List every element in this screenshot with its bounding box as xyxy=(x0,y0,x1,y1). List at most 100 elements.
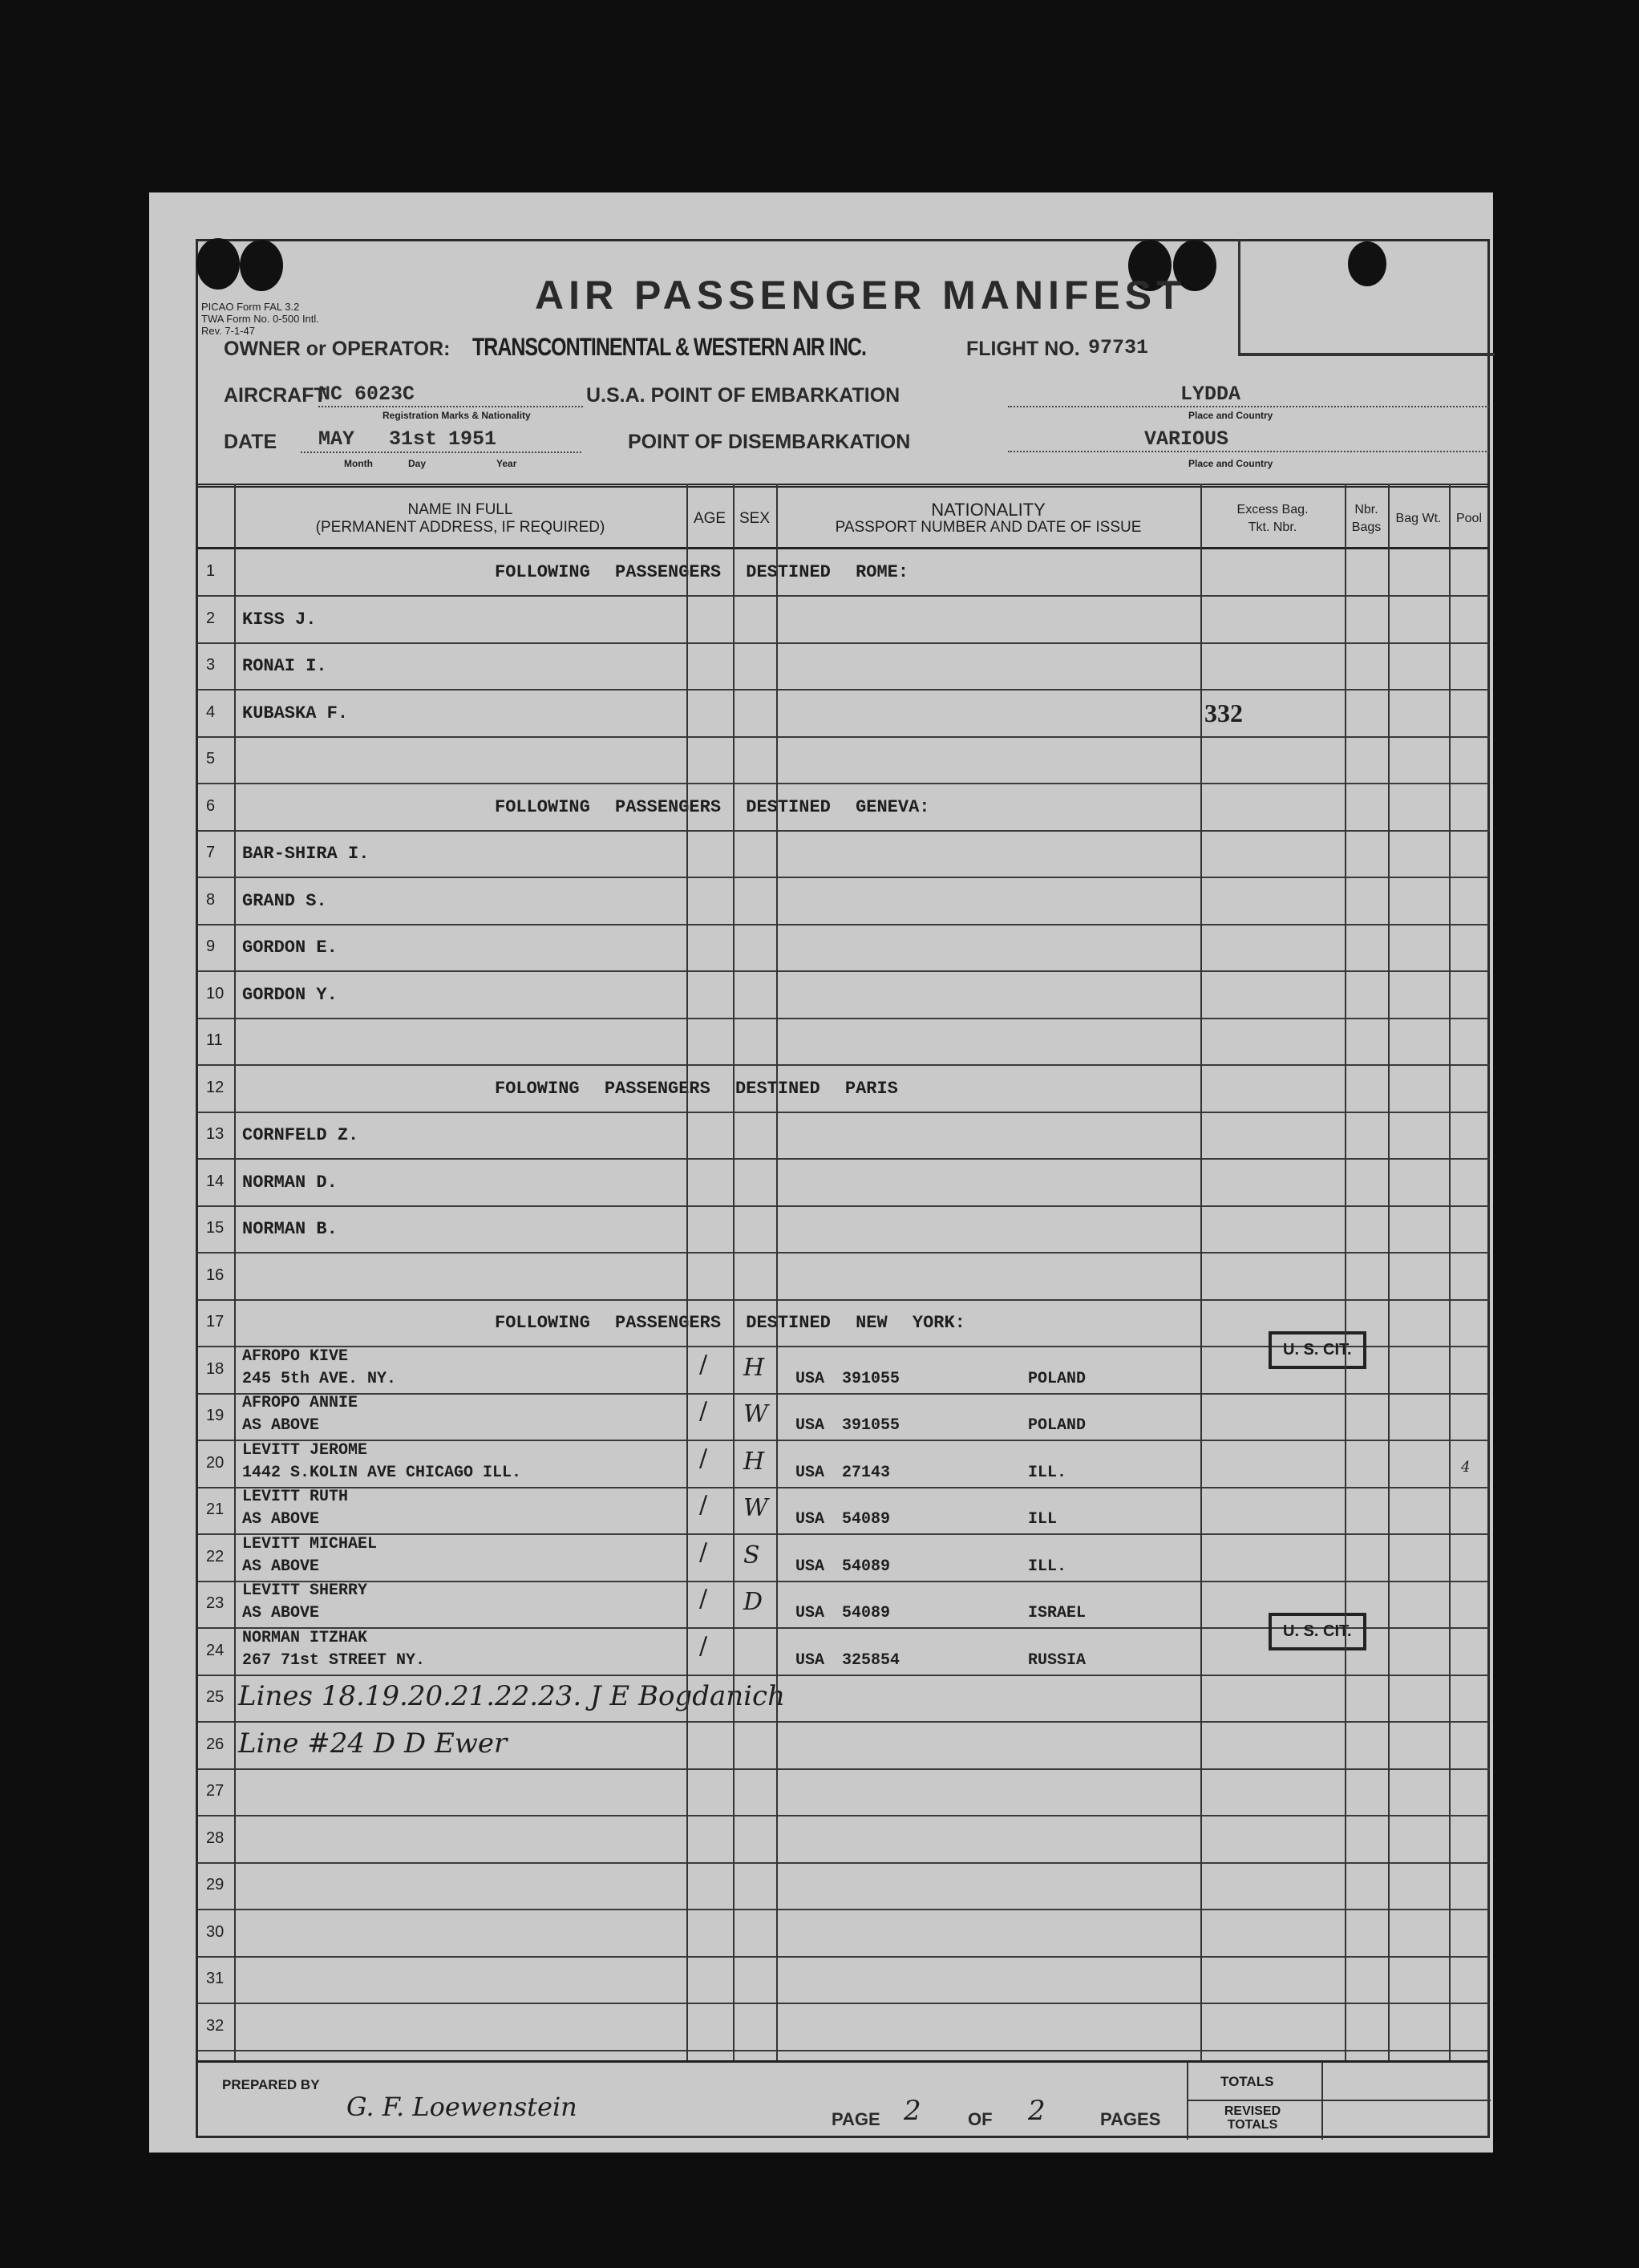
table-row: 2 KISS J. xyxy=(198,597,1489,644)
row-number: 8 xyxy=(206,890,216,909)
table-row: 6 FOLLOWING PASSENGERS DESTINED GENEVA: xyxy=(198,784,1489,832)
totals-label: TOTALS xyxy=(1220,2074,1274,2089)
passenger-address: AS ABOVE xyxy=(242,1557,320,1576)
day-label: Day xyxy=(408,458,427,469)
destination-heading: FOLLOWING PASSENGERS DESTINED ROME: xyxy=(495,562,909,582)
form-frame: AIR PASSENGER MANIFEST PICAO Form FAL 3.… xyxy=(196,238,1495,2141)
col-nationality-sublabel: PASSPORT NUMBER AND DATE OF ISSUE xyxy=(835,518,1142,536)
form-number: PICAO Form FAL 3.2 TWA Form No. 0-500 In… xyxy=(201,301,319,337)
table-row: 17 FOLLOWING PASSENGERS DESTINED NEW YORK… xyxy=(198,1300,1489,1347)
manifest-page: AIR PASSENGER MANIFEST PICAO Form FAL 3.… xyxy=(149,192,1495,2153)
table-row: 20 LEVITT JEROME 1442 S.KOLIN AVE CHICAGO … xyxy=(198,1441,1489,1488)
table-row: 28 xyxy=(198,1816,1489,1864)
passenger-name: RONAI I. xyxy=(242,656,327,676)
nationality: ILL. xyxy=(1028,1463,1067,1482)
disembarkation-label: POINT OF DISEMBARKATION xyxy=(628,431,911,453)
nationality: ISRAEL xyxy=(1028,1604,1087,1622)
embarkation-label: U.S.A. POINT OF EMBARKATION xyxy=(586,384,900,407)
destination-heading: FOLOWING PASSENGERS DESTINED PARIS xyxy=(495,1078,898,1099)
sex-mark: H xyxy=(743,1447,765,1476)
date-line xyxy=(301,452,581,453)
table-row: 27 xyxy=(198,1769,1489,1816)
prepared-by-signature: G. F. Loewenstein xyxy=(346,2092,577,2122)
sex-mark: S xyxy=(743,1541,760,1569)
prepared-by-label: PREPARED BY xyxy=(222,2077,320,2092)
form-number-line: TWA Form No. 0-500 Intl. xyxy=(201,313,319,325)
col-excess-label: Excess Bag. xyxy=(1236,502,1309,516)
date-day: 31st xyxy=(389,427,438,451)
age-mark: / xyxy=(699,1444,708,1472)
table-row: 29 xyxy=(198,1863,1489,1910)
page-number: 2 xyxy=(904,2095,921,2127)
table-row: 3 RONAI I. xyxy=(198,643,1489,691)
row-number: 30 xyxy=(206,1922,225,1941)
row-number: 27 xyxy=(206,1782,225,1800)
us-citizen-stamp: U. S. CIT. xyxy=(1269,1612,1366,1650)
row-number: 31 xyxy=(206,1970,225,1987)
table-row: 10 GORDON Y. xyxy=(198,972,1489,1019)
passport-number: USA 27143 xyxy=(795,1463,891,1482)
totals-divider xyxy=(1188,2100,1491,2101)
passenger-address: 1442 S.KOLIN AVE CHICAGO ILL. xyxy=(242,1463,522,1482)
passenger-address: AS ABOVE xyxy=(242,1510,320,1529)
date-label: DATE xyxy=(224,431,277,453)
passport-number: USA 391055 xyxy=(795,1416,900,1435)
sex-mark: D xyxy=(743,1588,763,1616)
row-number: 16 xyxy=(206,1266,225,1284)
col-name-sublabel: (PERMANENT ADDRESS, IF REQUIRED) xyxy=(315,518,605,536)
passenger-name: LEVITT RUTH xyxy=(242,1488,349,1506)
row-number: 24 xyxy=(206,1641,225,1659)
passenger-name: BAR-SHIRA I. xyxy=(242,844,370,864)
punch-hole xyxy=(1173,240,1216,291)
row-number: 25 xyxy=(206,1688,225,1706)
year-label: Year xyxy=(496,458,517,469)
column-divider xyxy=(1449,484,1451,2060)
passenger-address: 267 71st STREET NY. xyxy=(242,1650,426,1670)
row-number: 13 xyxy=(206,1125,225,1143)
month-label: Month xyxy=(344,458,373,469)
row-number: 12 xyxy=(206,1078,225,1096)
page-total: 2 xyxy=(1028,2095,1046,2127)
row-number: 1 xyxy=(206,562,216,580)
place-country-label: Place and Country xyxy=(1188,458,1273,469)
row-number: 23 xyxy=(206,1594,225,1612)
row-number: 4 xyxy=(206,703,216,721)
row-number: 32 xyxy=(206,2016,225,2035)
excess-baggage-ticket: 332 xyxy=(1204,698,1243,727)
table-row: 7 BAR-SHIRA I. xyxy=(198,831,1489,878)
table-row: 15 NORMAN B. xyxy=(198,1206,1489,1253)
row-number: 3 xyxy=(206,656,216,674)
row-number: 14 xyxy=(206,1172,225,1190)
passenger-address: 245 5th AVE. NY. xyxy=(242,1369,397,1388)
owner-label: OWNER or OPERATOR: xyxy=(224,338,451,360)
row-number: 10 xyxy=(206,984,225,1002)
handwritten-note: Line #24 D D Ewer xyxy=(238,1727,508,1760)
column-divider xyxy=(1200,484,1202,2060)
age-mark: / xyxy=(699,1397,708,1425)
passport-number: USA 391055 xyxy=(795,1369,900,1388)
sex-mark: W xyxy=(743,1400,768,1428)
age-mark: / xyxy=(699,1585,708,1613)
row-number: 2 xyxy=(206,609,216,627)
date-year: 1951 xyxy=(448,427,497,451)
column-divider xyxy=(776,484,778,2060)
table-row: 26 Line #24 D D Ewer xyxy=(198,1723,1489,1770)
page-label: PAGE xyxy=(832,2109,880,2129)
footer: PREPARED BY G. F. Loewenstein PAGE 2 OF … xyxy=(198,2060,1491,2141)
passport-number: USA 54089 xyxy=(795,1510,891,1529)
row-number: 7 xyxy=(206,844,216,861)
row-number: 18 xyxy=(206,1359,225,1378)
table-row: 32 xyxy=(198,2004,1489,2051)
flight-label: FLIGHT NO. xyxy=(966,338,1080,360)
sex-mark: H xyxy=(743,1353,765,1382)
row-number: 6 xyxy=(206,796,216,815)
passenger-name: CORNFELD Z. xyxy=(242,1125,359,1145)
row-number: 17 xyxy=(206,1313,225,1330)
col-nationality-label: NATIONALITY xyxy=(931,499,1046,520)
row-number: 26 xyxy=(206,1735,225,1753)
row-number: 22 xyxy=(206,1547,225,1565)
table-row: 4 KUBASKA F. 332 xyxy=(198,691,1489,738)
table-row: 19 AFROPO ANNIE AS ABOVE W / USA 391055 POLAND xyxy=(198,1394,1489,1441)
punch-hole xyxy=(1128,240,1172,291)
nationality: RUSSIA xyxy=(1028,1650,1087,1670)
